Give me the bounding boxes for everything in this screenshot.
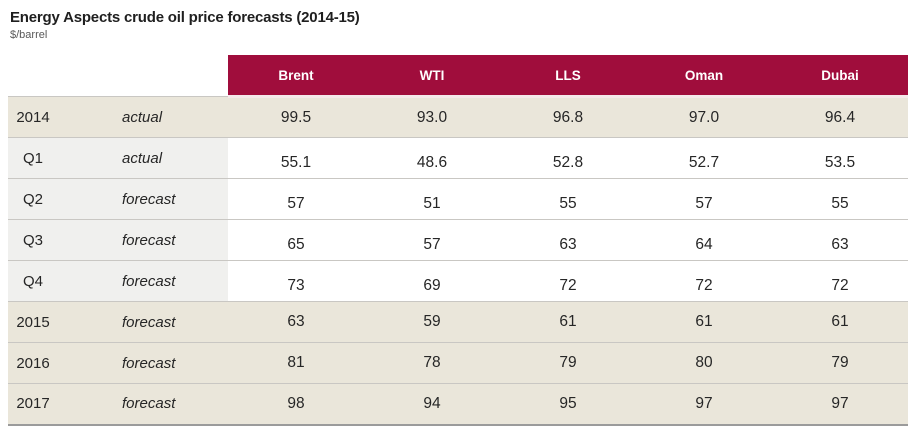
value-cell-brent: 57 <box>228 178 364 220</box>
value-cell-wti: 69 <box>364 260 500 302</box>
value-cell-dubai: 72 <box>772 260 908 302</box>
value-cell-lls: 72 <box>500 260 636 302</box>
table-header-row: Brent WTI LLS Oman Dubai <box>8 55 908 98</box>
value-cell-wti: 48.6 <box>364 137 500 179</box>
value-cell-wti: 57 <box>364 219 500 261</box>
table-row-q2: Q2 forecast 57 51 55 57 55 <box>8 178 908 220</box>
column-header-oman: Oman <box>636 55 772 98</box>
table-row-2016: 2016 forecast 81 78 79 80 79 <box>8 342 908 384</box>
column-header-brent: Brent <box>228 55 364 98</box>
column-header-dubai: Dubai <box>772 55 908 98</box>
value-cell-brent: 63 <box>228 301 364 343</box>
period-cell: Q2 <box>8 178 58 220</box>
value-cell-wti: 78 <box>364 342 500 384</box>
value-cell-brent: 65 <box>228 219 364 261</box>
value-cell-brent: 55.1 <box>228 137 364 179</box>
table-row-2017: 2017 forecast 98 94 95 97 97 <box>8 383 908 426</box>
status-cell: actual <box>58 96 228 138</box>
status-cell: forecast <box>58 260 228 302</box>
period-cell: Q1 <box>8 137 58 179</box>
value-cell-brent: 98 <box>228 383 364 426</box>
status-cell: actual <box>58 137 228 179</box>
value-cell-lls: 61 <box>500 301 636 343</box>
value-cell-oman: 52.7 <box>636 137 772 179</box>
table-row-q3: Q3 forecast 65 57 63 64 63 <box>8 219 908 261</box>
value-cell-wti: 93.0 <box>364 96 500 138</box>
value-cell-lls: 95 <box>500 383 636 426</box>
period-cell: 2015 <box>8 301 58 343</box>
value-cell-dubai: 61 <box>772 301 908 343</box>
value-cell-lls: 52.8 <box>500 137 636 179</box>
status-cell: forecast <box>58 219 228 261</box>
period-cell: Q4 <box>8 260 58 302</box>
value-cell-brent: 81 <box>228 342 364 384</box>
page-title: Energy Aspects crude oil price forecasts… <box>10 9 360 26</box>
value-cell-oman: 61 <box>636 301 772 343</box>
value-cell-lls: 96.8 <box>500 96 636 138</box>
price-forecast-table: Brent WTI LLS Oman Dubai 2014 actual 99.… <box>8 55 908 426</box>
period-cell: 2017 <box>8 383 58 426</box>
value-cell-lls: 79 <box>500 342 636 384</box>
table-row-q4: Q4 forecast 73 69 72 72 72 <box>8 260 908 302</box>
status-cell: forecast <box>58 301 228 343</box>
column-header-lls: LLS <box>500 55 636 98</box>
status-cell: forecast <box>58 383 228 426</box>
status-cell: forecast <box>58 178 228 220</box>
table-row-2015: 2015 forecast 63 59 61 61 61 <box>8 301 908 343</box>
header-spacer <box>8 55 228 97</box>
value-cell-dubai: 96.4 <box>772 96 908 138</box>
value-cell-dubai: 53.5 <box>772 137 908 179</box>
value-cell-brent: 99.5 <box>228 96 364 138</box>
value-cell-wti: 51 <box>364 178 500 220</box>
value-cell-brent: 73 <box>228 260 364 302</box>
value-cell-oman: 97.0 <box>636 96 772 138</box>
value-cell-wti: 59 <box>364 301 500 343</box>
value-cell-dubai: 79 <box>772 342 908 384</box>
value-cell-oman: 80 <box>636 342 772 384</box>
column-header-wti: WTI <box>364 55 500 98</box>
value-cell-oman: 57 <box>636 178 772 220</box>
period-cell: 2014 <box>8 96 58 138</box>
unit-label: $/barrel <box>10 29 48 41</box>
status-cell: forecast <box>58 342 228 384</box>
value-cell-dubai: 55 <box>772 178 908 220</box>
value-cell-oman: 97 <box>636 383 772 426</box>
table-row-2014: 2014 actual 99.5 93.0 96.8 97.0 96.4 <box>8 96 908 138</box>
value-cell-oman: 64 <box>636 219 772 261</box>
table-row-q1: Q1 actual 55.1 48.6 52.8 52.7 53.5 <box>8 137 908 179</box>
value-cell-wti: 94 <box>364 383 500 426</box>
period-cell: Q3 <box>8 219 58 261</box>
value-cell-lls: 55 <box>500 178 636 220</box>
value-cell-dubai: 97 <box>772 383 908 426</box>
period-cell: 2016 <box>8 342 58 384</box>
value-cell-dubai: 63 <box>772 219 908 261</box>
value-cell-oman: 72 <box>636 260 772 302</box>
value-cell-lls: 63 <box>500 219 636 261</box>
